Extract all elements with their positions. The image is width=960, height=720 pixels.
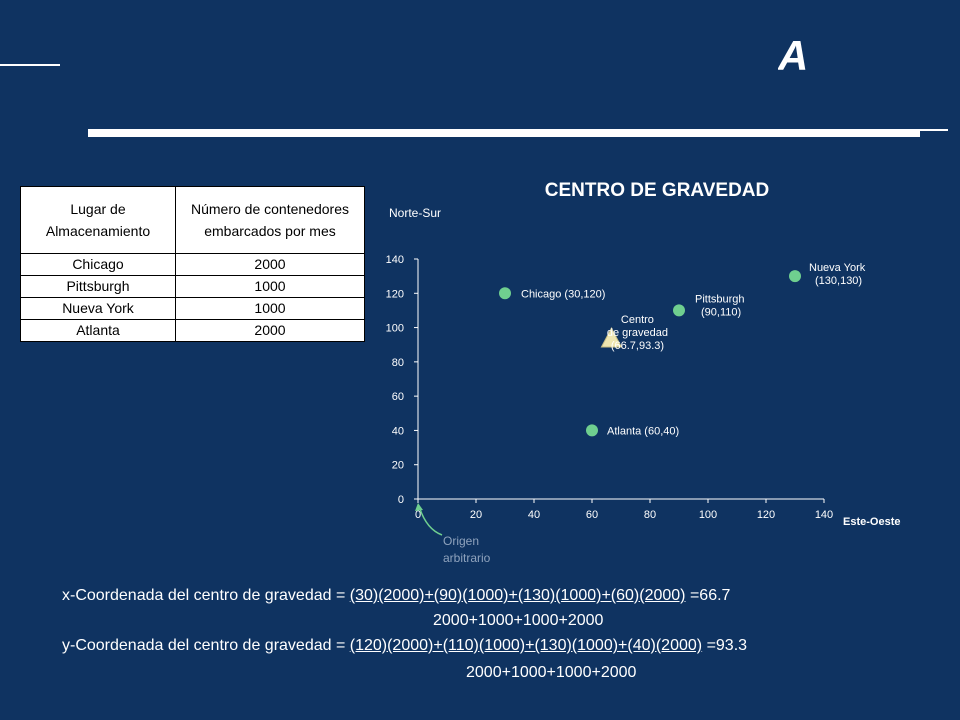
- table-row: Pittsburgh 1000: [20, 275, 365, 298]
- x-formula-line: x-Coordenada del centro de gravedad = (3…: [62, 587, 730, 605]
- x-axis-label: Este-Oeste: [843, 516, 900, 528]
- origin-annotation: Origen arbitrario: [443, 534, 491, 565]
- table-row: Nueva York 1000: [20, 297, 365, 320]
- x-formula-denominator: 2000+1000+1000+2000: [433, 612, 604, 629]
- cell-containers: 1000: [175, 275, 365, 298]
- cell-location: Nueva York: [20, 297, 176, 320]
- cell-location: Chicago: [20, 253, 176, 276]
- table-row: Atlanta 2000: [20, 319, 365, 342]
- column-header-containers-text: Número de contenedores embarcados por me…: [191, 201, 349, 239]
- x-tick-label: 20: [470, 509, 482, 521]
- data-label: Chicago (30,120): [521, 288, 605, 300]
- center-of-gravity-marker: [600, 326, 623, 348]
- y-formula-prefix: y-Coordenada del centro de gravedad =: [62, 637, 350, 654]
- data-label: Pittsburgh (90,110): [695, 293, 745, 318]
- data-point: [586, 424, 598, 437]
- x-tick-label: 0: [415, 509, 421, 521]
- logo-letter-a-icon: A: [778, 34, 809, 78]
- x-tick-label: 100: [699, 509, 717, 521]
- x-formula-prefix: x-Coordenada del centro de gravedad =: [62, 587, 350, 604]
- data-point: [789, 270, 801, 283]
- y-tick-label: 80: [392, 357, 404, 369]
- y-axis-label: Norte-Sur: [389, 206, 441, 220]
- y-tick-label: 40: [392, 425, 404, 437]
- data-label: Nueva York (130,130): [809, 262, 866, 287]
- column-header-location: Lugar de Almacenamiento: [20, 186, 176, 254]
- header-rule-right: [920, 129, 948, 131]
- table-row: Chicago 2000: [20, 253, 365, 276]
- y-tick-label: 140: [386, 254, 404, 266]
- warehouse-table: Lugar de Almacenamiento Número de conten…: [20, 186, 365, 342]
- cell-location: Pittsburgh: [20, 275, 176, 298]
- x-tick-label: 40: [528, 509, 540, 521]
- column-header-containers: Número de contenedores embarcados por me…: [175, 186, 365, 254]
- origin-arrow: [418, 505, 443, 536]
- top-left-rule: [0, 64, 60, 66]
- x-formula-numerator: (30)(2000)+(90)(1000)+(130)(1000)+(60)(2…: [349, 587, 686, 604]
- data-point: [499, 287, 511, 300]
- y-tick-label: 100: [386, 323, 404, 335]
- cell-containers: 2000: [175, 319, 365, 342]
- header-rule: [88, 129, 920, 137]
- y-tick-label: 120: [386, 288, 404, 300]
- cell-containers: 1000: [175, 297, 365, 320]
- data-label: Atlanta (60,40): [607, 425, 679, 437]
- cell-containers: 2000: [175, 253, 365, 276]
- gravity-center-chart: CENTRO DE GRAVEDAD Norte-Sur Este-Oeste 0 20…: [386, 180, 901, 565]
- y-formula-numerator: (120)(2000)+(110)(1000)+(130)(1000)+(40)…: [349, 637, 703, 654]
- column-header-location-text: Lugar de Almacenamiento: [45, 201, 151, 239]
- data-label: Centro de gravedad (66.7,93.3): [607, 314, 668, 352]
- y-formula-line: y-Coordenada del centro de gravedad = (1…: [62, 637, 747, 655]
- cell-location: Atlanta: [20, 319, 176, 342]
- y-formula-denominator: 2000+1000+1000+2000: [466, 664, 637, 681]
- x-tick-label: 140: [815, 509, 833, 521]
- x-formula-result: =66.7: [689, 587, 731, 604]
- y-tick-label: 0: [398, 494, 404, 506]
- origin-arrow-head: [415, 503, 423, 511]
- y-formula-result: =93.3: [706, 637, 748, 654]
- x-tick-label: 80: [644, 509, 656, 521]
- y-tick-label: 20: [392, 460, 404, 472]
- data-point: [673, 304, 685, 317]
- x-tick-label: 120: [757, 509, 775, 521]
- y-tick-label: 60: [392, 391, 404, 403]
- table-header-row: Lugar de Almacenamiento Número de conten…: [20, 186, 365, 254]
- chart-title: CENTRO DE GRAVEDAD: [545, 180, 770, 201]
- x-tick-label: 60: [586, 509, 598, 521]
